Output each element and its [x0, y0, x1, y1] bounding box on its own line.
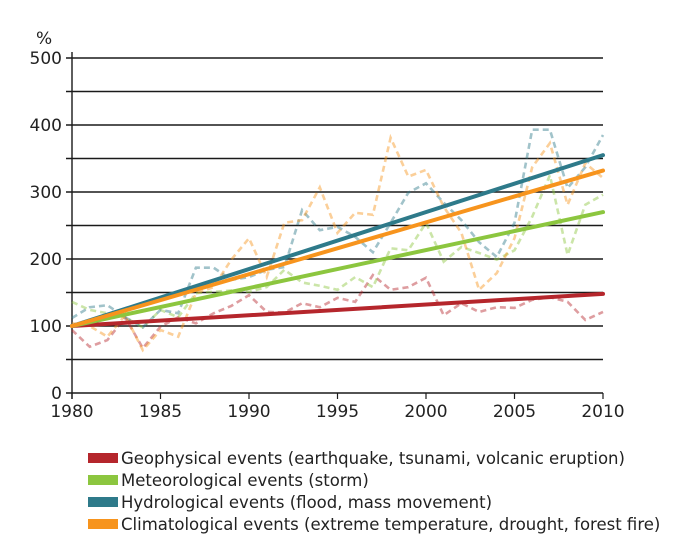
x-tick-label: 1985: [139, 402, 182, 422]
x-tick-label: 1995: [316, 402, 359, 422]
chart: 0 100 200 300 400 500 1980 1985 1990 1995 2000 2005…: [30, 29, 625, 422]
y-tick-label: 200: [30, 250, 62, 270]
legend-label: Climatological events (extreme temperatu…: [121, 514, 661, 534]
trend-line-0: [70, 291, 605, 328]
y-tick-label: 400: [30, 116, 62, 136]
legend-item-climatological: Climatological events (extreme temperatu…: [88, 513, 660, 535]
y-tick-label: 300: [30, 183, 62, 203]
x-tick-label: 2010: [581, 402, 624, 422]
legend: Geophysical events (earthquake, tsunami,…: [88, 447, 660, 535]
legend-item-hydrological: Hydrological events (flood, mass movemen…: [88, 491, 660, 513]
legend-label: Meteorological events (storm): [121, 470, 369, 490]
y-tick-label: 0: [51, 384, 62, 404]
legend-swatch: [88, 519, 118, 529]
x-tick-label: 2000: [404, 402, 447, 422]
y-axis-label: %: [36, 29, 52, 49]
legend-swatch: [88, 497, 118, 507]
legend-item-geophysical: Geophysical events (earthquake, tsunami,…: [88, 447, 660, 469]
legend-swatch: [88, 453, 118, 463]
y-tick-label: 500: [30, 49, 62, 69]
trend-line-3: [70, 168, 605, 328]
x-tick-label: 1980: [50, 402, 93, 422]
legend-label: Geophysical events (earthquake, tsunami,…: [121, 448, 625, 468]
legend-item-meteorological: Meteorological events (storm): [88, 469, 660, 491]
y-tick-label: 100: [30, 317, 62, 337]
trend-line-1: [70, 210, 605, 328]
x-tick-label: 1990: [227, 402, 270, 422]
legend-label: Hydrological events (flood, mass movemen…: [121, 492, 493, 512]
trend-line-2: [70, 153, 605, 328]
legend-swatch: [88, 475, 118, 485]
x-tick-label: 2005: [493, 402, 536, 422]
